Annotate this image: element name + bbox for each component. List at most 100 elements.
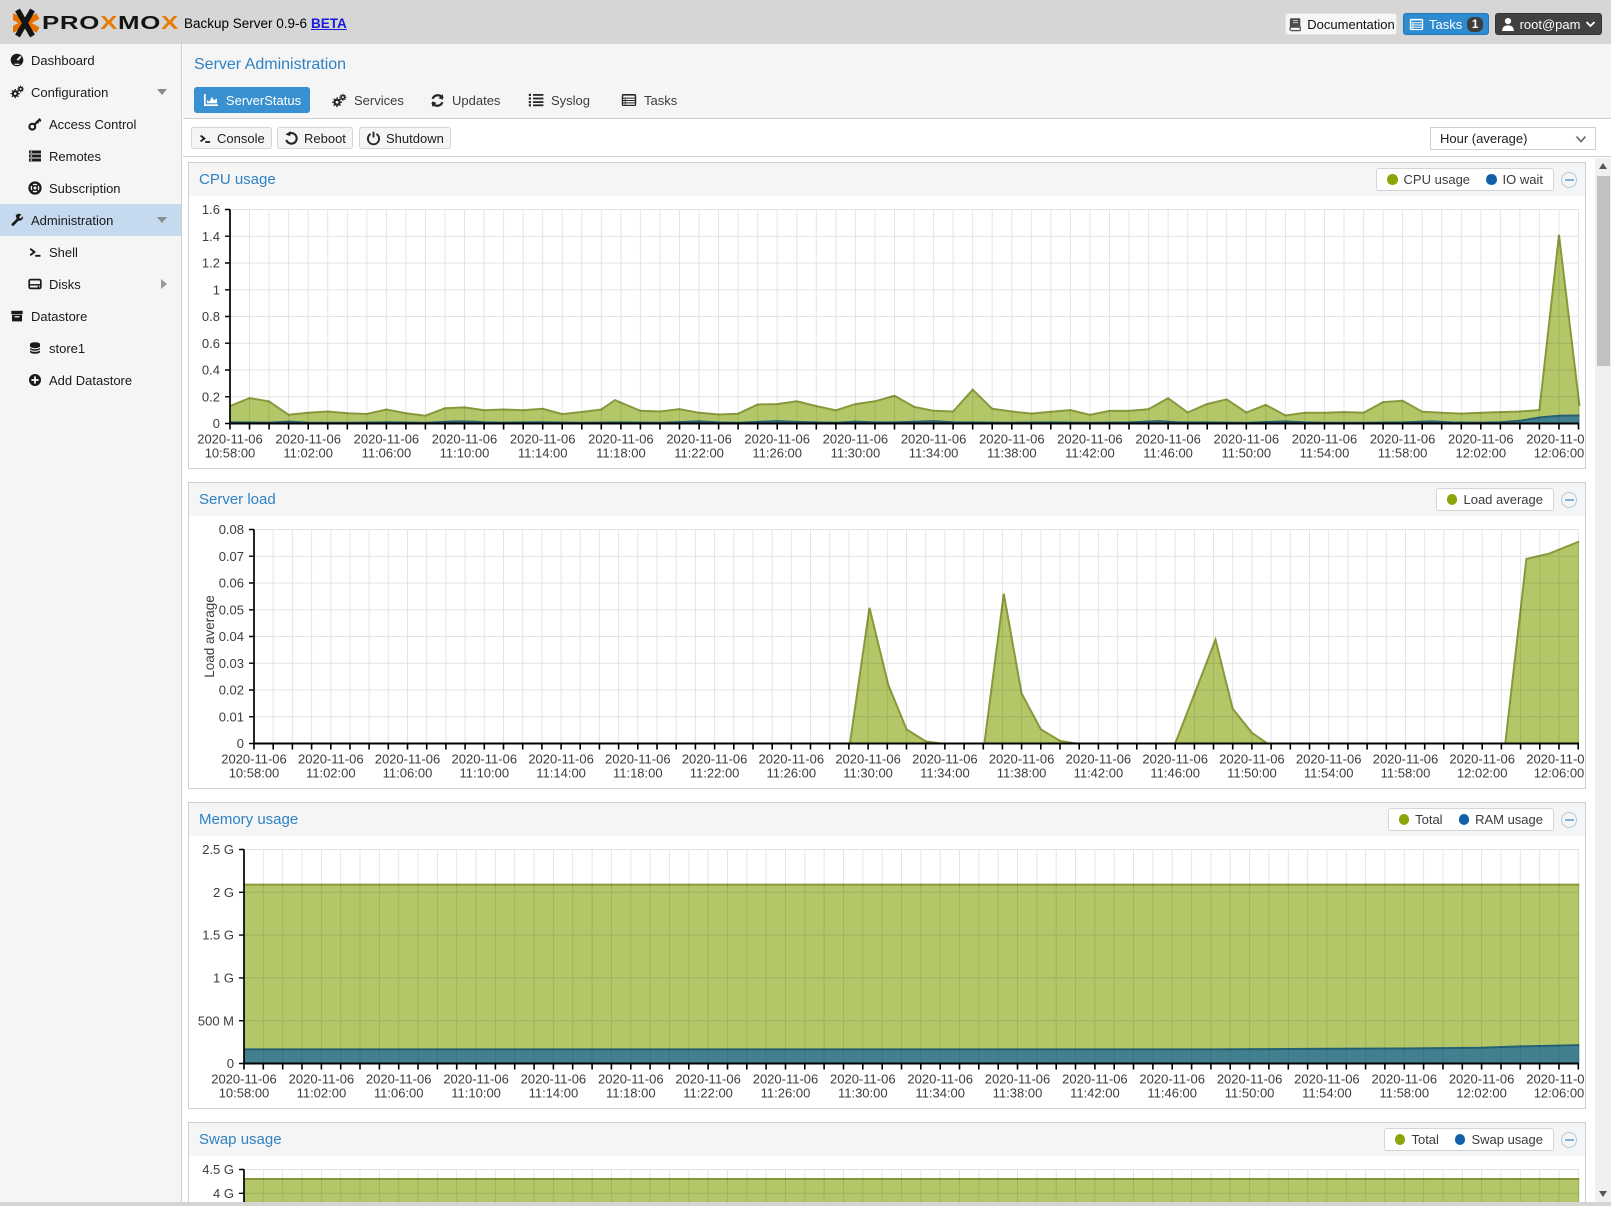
svg-text:10:58:00: 10:58:00 [205, 445, 256, 460]
svg-text:11:10:00: 11:10:00 [459, 765, 509, 780]
svg-text:10:58:00: 10:58:00 [229, 765, 280, 780]
svg-text:0: 0 [227, 1056, 234, 1071]
svg-text:0: 0 [213, 416, 220, 431]
svg-text:1.4: 1.4 [202, 229, 220, 244]
svg-text:1 G: 1 G [213, 971, 234, 986]
svg-text:2020-11-06: 2020-11-06 [528, 751, 594, 766]
svg-text:11:26:00: 11:26:00 [761, 1085, 811, 1100]
svg-text:11:38:00: 11:38:00 [997, 765, 1047, 780]
svg-text:2020-11-06: 2020-11-06 [354, 431, 420, 446]
svg-text:Load average: Load average [202, 595, 217, 678]
svg-text:2020-11-06: 2020-11-06 [1214, 431, 1280, 446]
svg-text:12:06:00: 12:06:00 [1534, 765, 1585, 780]
svg-text:10:58:00: 10:58:00 [219, 1085, 270, 1100]
svg-text:11:22:00: 11:22:00 [690, 765, 740, 780]
svg-text:2020-11-06: 2020-11-06 [1372, 1071, 1438, 1086]
svg-text:2020-11-06: 2020-11-06 [605, 751, 671, 766]
svg-text:2 G: 2 G [213, 885, 234, 900]
svg-text:2020-11-06: 2020-11-06 [1448, 431, 1514, 446]
svg-text:11:42:00: 11:42:00 [1074, 765, 1124, 780]
svg-text:11:58:00: 11:58:00 [1381, 765, 1431, 780]
svg-text:2020-11-06: 2020-11-06 [1449, 1071, 1515, 1086]
svg-text:2020-11-06: 2020-11-06 [753, 1071, 819, 1086]
svg-text:11:30:00: 11:30:00 [843, 765, 893, 780]
svg-text:11:14:00: 11:14:00 [529, 1085, 579, 1100]
svg-text:0.4: 0.4 [202, 363, 220, 378]
svg-text:2020-11-06: 2020-11-06 [211, 1071, 277, 1086]
svg-text:11:06:00: 11:06:00 [362, 445, 412, 460]
svg-text:0.2: 0.2 [202, 389, 220, 404]
svg-text:0.07: 0.07 [219, 549, 244, 564]
svg-text:11:54:00: 11:54:00 [1304, 765, 1354, 780]
svg-text:2020-11-06: 2020-11-06 [1142, 751, 1208, 766]
svg-text:0.02: 0.02 [219, 683, 244, 698]
svg-text:12:02:00: 12:02:00 [1456, 1085, 1507, 1100]
svg-text:2020-11-06: 2020-11-06 [989, 751, 1055, 766]
svg-text:2020-11-06: 2020-11-06 [452, 751, 518, 766]
svg-text:11:30:00: 11:30:00 [838, 1085, 888, 1100]
svg-text:2020-11-06: 2020-11-06 [1062, 1071, 1128, 1086]
svg-text:2020-11-06: 2020-11-06 [197, 431, 263, 446]
svg-text:2.5 G: 2.5 G [202, 842, 234, 857]
svg-text:4.5 G: 4.5 G [202, 1162, 234, 1177]
svg-text:2020-11-06: 2020-11-06 [298, 751, 364, 766]
svg-text:12:02:00: 12:02:00 [1457, 765, 1508, 780]
svg-text:11:58:00: 11:58:00 [1378, 445, 1428, 460]
svg-text:11:06:00: 11:06:00 [374, 1085, 424, 1100]
svg-text:1.2: 1.2 [202, 256, 220, 271]
svg-text:11:38:00: 11:38:00 [987, 445, 1037, 460]
svg-text:2020-11-06: 2020-11-06 [510, 431, 576, 446]
svg-text:2020-11-06: 2020-11-06 [979, 431, 1045, 446]
svg-text:2020-11-06: 2020-11-06 [835, 751, 901, 766]
svg-text:2020-11-06: 2020-11-06 [366, 1071, 432, 1086]
svg-text:2020-11-06: 2020-11-06 [1057, 431, 1123, 446]
svg-text:11:50:00: 11:50:00 [1227, 765, 1277, 780]
svg-text:2020-11-06: 2020-11-06 [830, 1071, 896, 1086]
svg-text:2020-11-06: 2020-11-06 [275, 431, 341, 446]
svg-text:2020-11-06: 2020-11-06 [1449, 751, 1515, 766]
svg-text:11:18:00: 11:18:00 [596, 445, 646, 460]
svg-text:2020-11-06: 2020-11-06 [907, 1071, 973, 1086]
svg-text:11:18:00: 11:18:00 [606, 1085, 656, 1100]
svg-text:11:34:00: 11:34:00 [909, 445, 959, 460]
svg-text:0.03: 0.03 [219, 656, 244, 671]
svg-text:11:42:00: 11:42:00 [1065, 445, 1115, 460]
svg-text:11:38:00: 11:38:00 [993, 1085, 1043, 1100]
svg-text:11:50:00: 11:50:00 [1225, 1085, 1275, 1100]
svg-text:2020-11-06: 2020-11-06 [1526, 431, 1585, 446]
svg-text:11:06:00: 11:06:00 [383, 765, 433, 780]
svg-text:0.6: 0.6 [202, 336, 220, 351]
svg-text:0.8: 0.8 [202, 309, 220, 324]
svg-text:2020-11-06: 2020-11-06 [1219, 751, 1285, 766]
svg-text:2020-11-06: 2020-11-06 [682, 751, 748, 766]
svg-text:2020-11-06: 2020-11-06 [1526, 1071, 1585, 1086]
svg-text:2020-11-06: 2020-11-06 [675, 1071, 741, 1086]
svg-text:2020-11-06: 2020-11-06 [289, 1071, 355, 1086]
svg-text:11:22:00: 11:22:00 [674, 445, 724, 460]
svg-text:2020-11-06: 2020-11-06 [1139, 1071, 1205, 1086]
svg-text:2020-11-06: 2020-11-06 [375, 751, 441, 766]
svg-text:2020-11-06: 2020-11-06 [1066, 751, 1132, 766]
svg-text:0.04: 0.04 [219, 629, 244, 644]
svg-text:0.06: 0.06 [219, 576, 244, 591]
svg-text:11:02:00: 11:02:00 [297, 1085, 347, 1100]
svg-text:11:42:00: 11:42:00 [1070, 1085, 1120, 1100]
svg-text:2020-11-06: 2020-11-06 [521, 1071, 587, 1086]
svg-text:11:02:00: 11:02:00 [283, 445, 333, 460]
svg-text:11:26:00: 11:26:00 [752, 445, 802, 460]
svg-text:11:30:00: 11:30:00 [831, 445, 881, 460]
svg-text:12:06:00: 12:06:00 [1534, 445, 1585, 460]
svg-text:11:34:00: 11:34:00 [920, 765, 970, 780]
svg-text:2020-11-06: 2020-11-06 [1296, 751, 1362, 766]
svg-text:2020-11-06: 2020-11-06 [598, 1071, 664, 1086]
svg-text:2020-11-06: 2020-11-06 [443, 1071, 509, 1086]
svg-text:0: 0 [237, 736, 244, 751]
svg-text:11:46:00: 11:46:00 [1143, 445, 1193, 460]
svg-text:11:10:00: 11:10:00 [440, 445, 490, 460]
svg-text:11:10:00: 11:10:00 [451, 1085, 501, 1100]
svg-text:11:46:00: 11:46:00 [1147, 1085, 1197, 1100]
svg-text:11:34:00: 11:34:00 [915, 1085, 965, 1100]
svg-text:11:46:00: 11:46:00 [1150, 765, 1200, 780]
svg-text:1.5 G: 1.5 G [202, 928, 234, 943]
